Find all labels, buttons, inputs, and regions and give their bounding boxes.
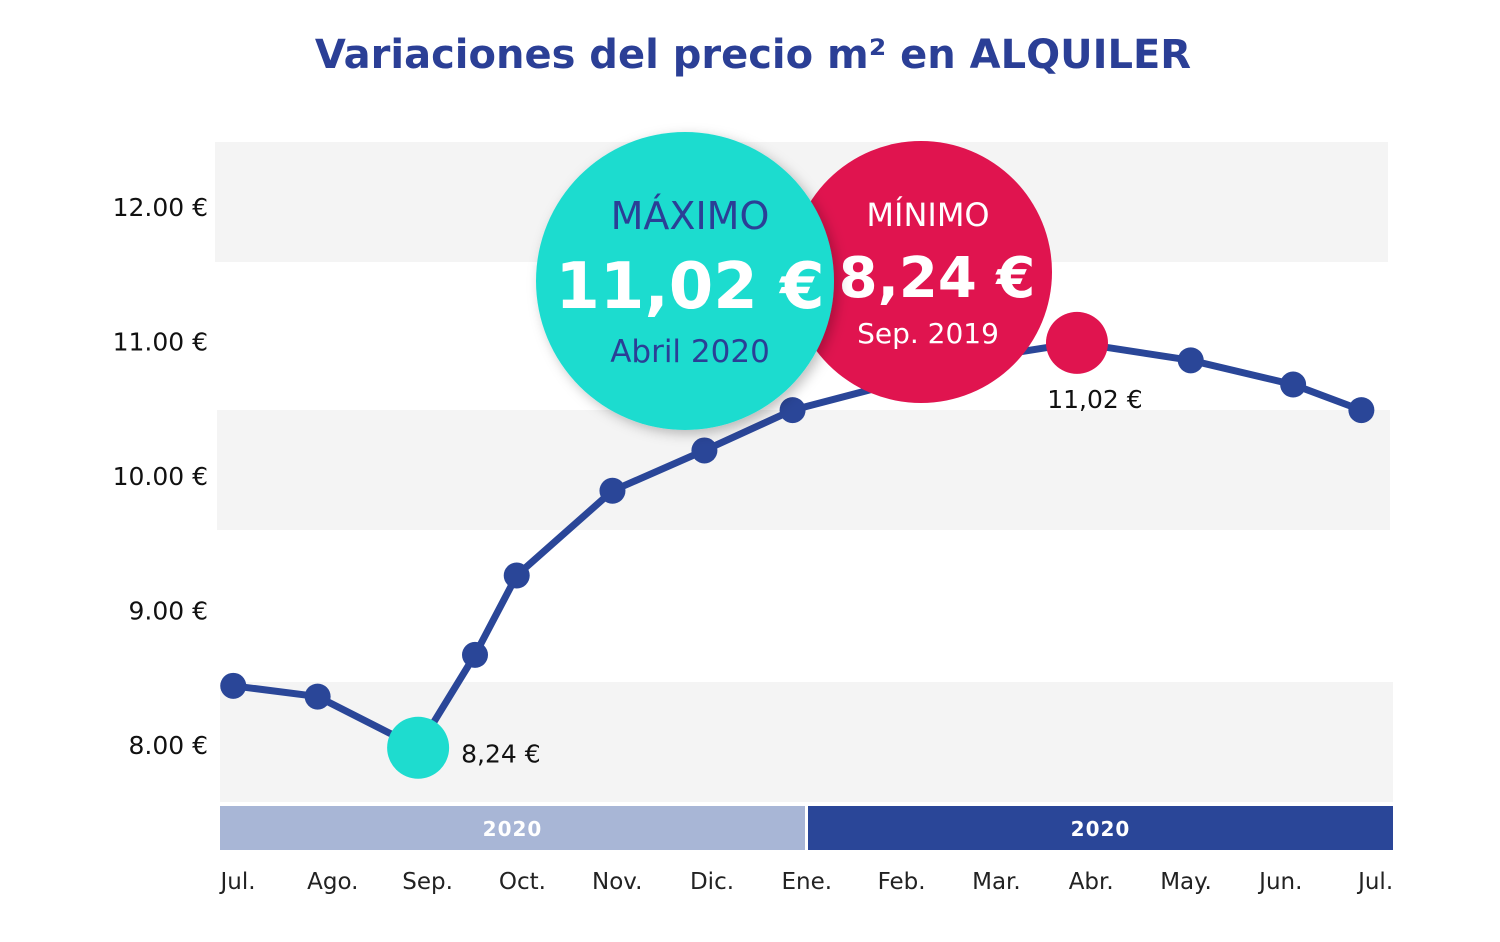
data-point: [220, 672, 247, 699]
x-tick-label: Abr.: [1069, 869, 1114, 895]
x-tick-label: Jul.: [218, 869, 255, 895]
y-tick-label: 8.00 €: [128, 731, 208, 760]
y-tick-label: 9.00 €: [128, 597, 208, 626]
max-callout: MÁXIMO 11,02 € Abril 2020: [536, 132, 834, 430]
data-point: [1348, 397, 1375, 424]
y-tick-label: 11.00 €: [113, 328, 208, 357]
x-tick-label: Jun.: [1257, 869, 1302, 895]
x-tick-label: Ene.: [782, 869, 833, 895]
min-callout-circle: [790, 141, 1052, 403]
max-heading: MÁXIMO: [611, 194, 770, 238]
data-point: [462, 641, 488, 668]
x-tick-label: Dic.: [690, 869, 734, 895]
min-heading: MÍNIMO: [866, 196, 989, 234]
chart-title: Variaciones del precio m² en ALQUILER: [315, 32, 1191, 78]
min-value: 8,24 €: [839, 246, 1036, 311]
max-callout-circle: [536, 132, 834, 430]
grid-bands: [215, 142, 1393, 802]
x-tick-label: Jul.: [1356, 869, 1393, 895]
highlight-label: 11,02 €: [1047, 385, 1142, 414]
min-callout: MÍNIMO 8,24 € Sep. 2019: [790, 141, 1052, 403]
data-point: [304, 683, 331, 710]
x-tick-label: May.: [1160, 869, 1212, 895]
min-period: Sep. 2019: [857, 317, 999, 350]
x-tick-label: Mar.: [972, 869, 1021, 895]
data-point: [1177, 347, 1204, 374]
x-tick-label: Nov.: [592, 869, 642, 895]
x-tick-label: Ago.: [307, 869, 358, 895]
data-point: [1280, 371, 1307, 398]
data-point: [691, 437, 718, 464]
highlight-label: 8,24 €: [461, 740, 541, 769]
y-tick-label: 12.00 €: [113, 193, 208, 222]
year-band: [808, 806, 1393, 850]
y-tick-label: 10.00 €: [113, 462, 208, 491]
grid-band: [217, 410, 1390, 530]
year-band-label: 2020: [483, 817, 543, 841]
year-band: [220, 806, 805, 850]
year-band-label: 2020: [1071, 817, 1131, 841]
data-point: [503, 562, 530, 589]
highlight-point: [387, 716, 450, 779]
max-value: 11,02 €: [555, 250, 824, 324]
data-point: [779, 397, 806, 424]
x-tick-label: Sep.: [402, 869, 453, 895]
x-tick-label: Feb.: [878, 869, 926, 895]
callouts: MÍNIMO 8,24 € Sep. 2019 MÁXIMO 11,02 € A…: [536, 132, 1052, 430]
max-period: Abril 2020: [610, 334, 770, 370]
highlight-point: [1045, 311, 1108, 374]
x-tick-label: Oct.: [499, 869, 546, 895]
data-point: [599, 477, 626, 504]
